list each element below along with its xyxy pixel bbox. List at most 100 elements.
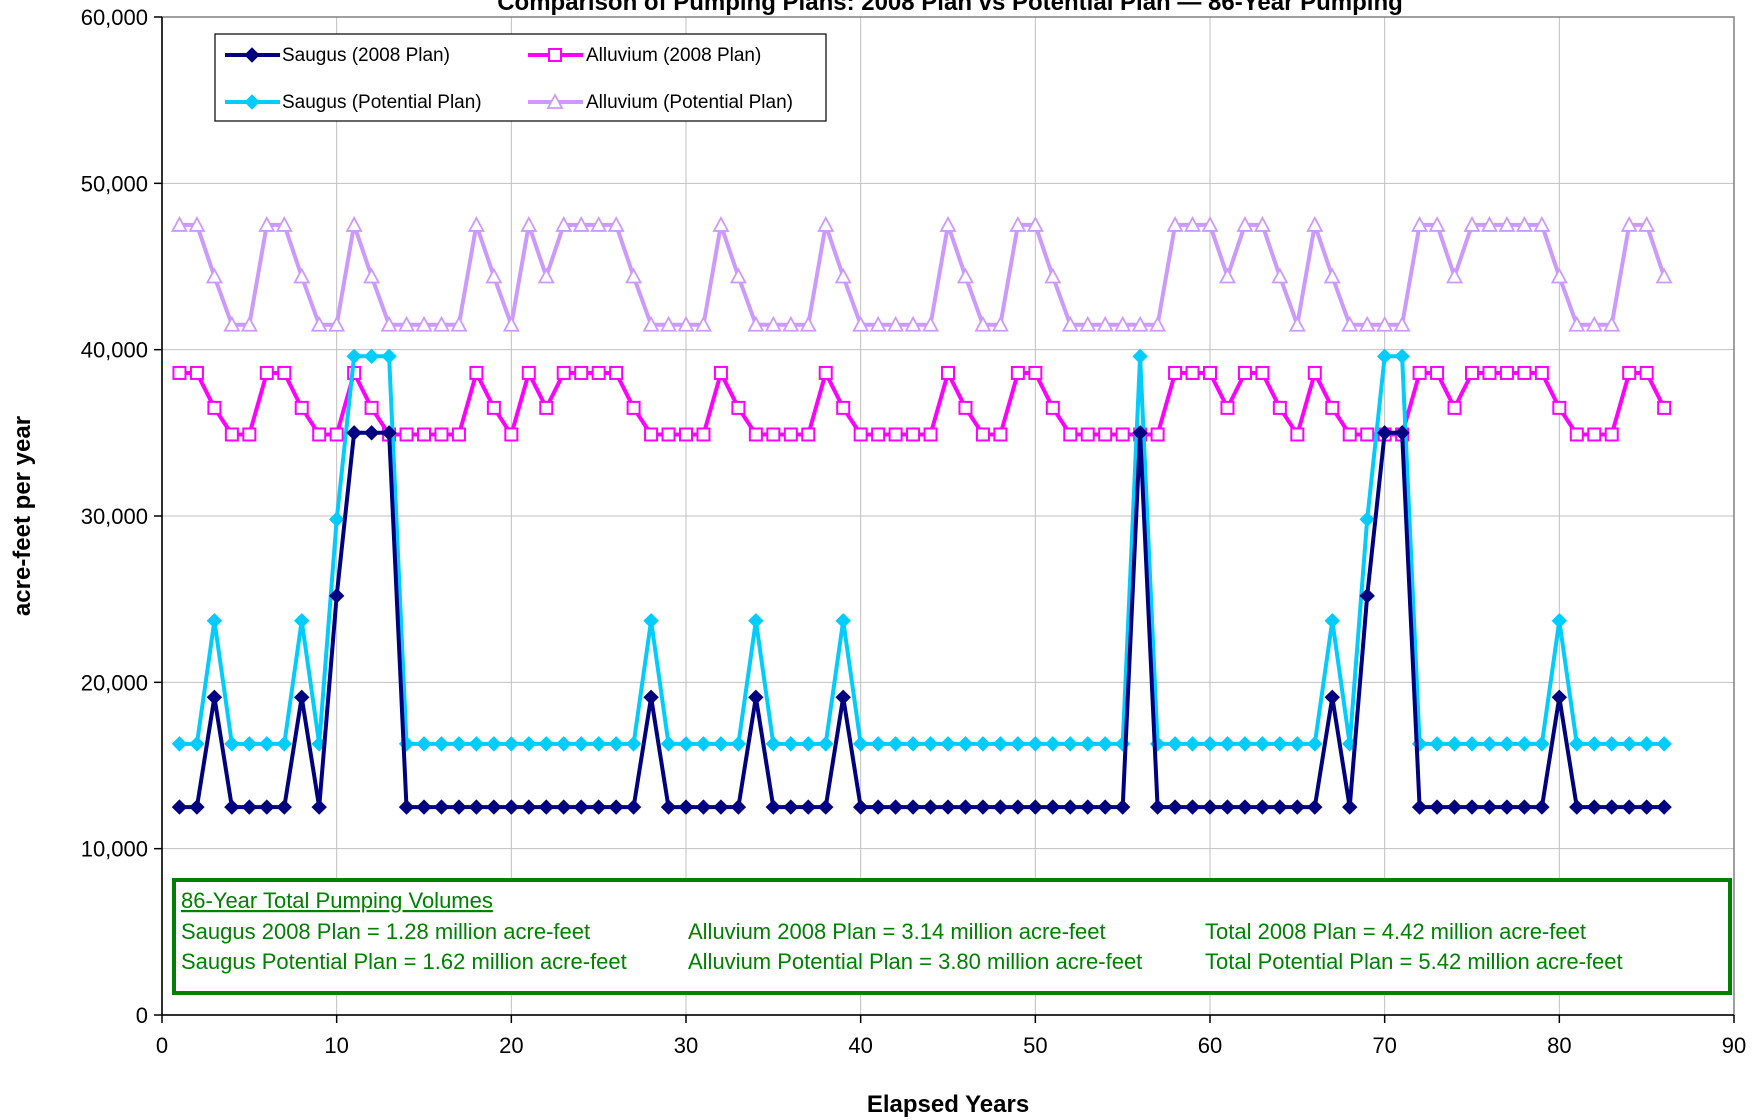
data-point-alluvium-potential — [1306, 216, 1324, 232]
data-point-alluvium-potential — [258, 216, 276, 232]
data-point-saugus-potential — [835, 613, 851, 629]
data-point-alluvium-2008 — [1325, 400, 1340, 415]
data-point-saugus-potential — [748, 613, 764, 629]
data-point-alluvium-potential — [590, 216, 608, 232]
data-point-saugus-2008 — [940, 799, 956, 815]
data-point-saugus-2008 — [887, 799, 904, 815]
legend-entry-saugus-2008: Saugus (2008 Plan) — [225, 45, 450, 66]
data-point-alluvium-2008 — [329, 427, 344, 442]
legend-label-alluvium-2008: Alluvium (2008 Plan) — [586, 45, 761, 66]
legend: Saugus (2008 Plan) Alluvium (2008 Plan) … — [214, 33, 827, 122]
data-point-alluvium-2008 — [207, 400, 222, 415]
data-point-saugus-potential — [1499, 736, 1515, 752]
data-point-saugus-2008 — [1446, 799, 1463, 815]
data-point-saugus-2008 — [1359, 588, 1375, 604]
data-point-alluvium-potential — [572, 216, 590, 232]
legend-marker-alluvium-potential — [546, 93, 564, 109]
annotation-title: 86-Year Total Pumping Volumes — [181, 888, 493, 913]
x-tick-label: 30 — [674, 1033, 698, 1058]
data-point-saugus-2008 — [328, 588, 345, 604]
data-point-alluvium-potential — [380, 315, 398, 332]
data-point-saugus-potential — [800, 736, 816, 752]
data-point-alluvium-2008 — [434, 427, 449, 442]
data-point-alluvium-potential — [694, 315, 712, 332]
data-point-alluvium-potential — [467, 216, 485, 232]
data-point-saugus-potential — [1080, 736, 1096, 752]
data-point-alluvium-potential — [764, 315, 782, 332]
data-point-saugus-potential — [259, 736, 275, 752]
y-axis: 0 10,000 20,000 30,000 40,000 50,000 60,000 — [81, 5, 163, 1028]
data-point-alluvium-potential — [834, 267, 852, 284]
data-point-saugus-2008 — [1604, 799, 1620, 815]
legend-entry-alluvium-potential: Alluvium (Potential Plan) — [528, 92, 793, 113]
data-point-saugus-potential — [783, 736, 799, 752]
series-alluvium-potential — [170, 216, 1673, 332]
data-point-alluvium-potential — [415, 315, 433, 332]
data-point-saugus-2008 — [1621, 799, 1637, 815]
data-point-saugus-potential — [1324, 613, 1340, 629]
data-point-saugus-2008 — [398, 799, 415, 815]
data-point-saugus-2008 — [1324, 689, 1340, 706]
data-point-saugus-potential — [556, 736, 572, 752]
total-volumes-annotation: 86-Year Total Pumping Volumes Saugus 200… — [172, 878, 1732, 995]
data-point-alluvium-2008 — [853, 427, 868, 442]
y-tick-label: 60,000 — [81, 5, 148, 30]
data-point-saugus-potential — [294, 613, 310, 629]
data-point-alluvium-potential — [310, 315, 328, 332]
series-alluvium-2008 — [172, 365, 1672, 442]
data-point-alluvium-potential — [607, 216, 625, 232]
data-point-alluvium-2008 — [1168, 365, 1183, 380]
data-point-saugus-2008 — [1289, 799, 1306, 815]
data-point-saugus-2008 — [311, 799, 327, 815]
data-point-saugus-2008 — [800, 799, 816, 815]
data-point-saugus-2008 — [1464, 799, 1480, 815]
legend-marker-saugus-2008 — [244, 47, 260, 63]
data-point-alluvium-potential — [1393, 315, 1411, 332]
data-point-alluvium-potential — [1376, 315, 1394, 332]
data-point-alluvium-2008 — [1098, 427, 1113, 442]
x-tick-label: 40 — [848, 1033, 872, 1058]
data-point-saugus-2008 — [1132, 425, 1148, 441]
data-point-saugus-2008 — [1114, 799, 1131, 815]
data-point-saugus-potential — [1202, 736, 1218, 752]
data-point-saugus-potential — [346, 348, 362, 365]
y-tick-label: 30,000 — [81, 504, 148, 529]
data-point-saugus-potential — [1569, 736, 1585, 752]
data-point-saugus-2008 — [1394, 425, 1410, 441]
data-point-saugus-2008 — [573, 799, 589, 815]
data-point-saugus-2008 — [1638, 799, 1655, 815]
data-point-saugus-potential — [1219, 736, 1236, 752]
data-point-alluvium-2008 — [1517, 365, 1532, 380]
data-point-alluvium-potential — [1061, 315, 1079, 332]
data-point-alluvium-potential — [625, 267, 643, 284]
data-point-alluvium-2008 — [172, 365, 187, 380]
annotation-alluvium-2008: Alluvium 2008 Plan = 3.14 million acre-f… — [688, 919, 1106, 944]
data-point-alluvium-potential — [747, 315, 765, 332]
data-point-alluvium-2008 — [1412, 365, 1427, 380]
data-point-saugus-2008 — [381, 425, 397, 441]
data-point-saugus-potential — [730, 736, 747, 752]
data-point-saugus-potential — [416, 736, 432, 752]
data-point-alluvium-2008 — [1010, 365, 1025, 380]
data-point-alluvium-2008 — [539, 400, 554, 415]
data-point-alluvium-2008 — [871, 427, 886, 442]
x-tick-label: 60 — [1198, 1033, 1222, 1058]
data-point-alluvium-potential — [1149, 315, 1167, 332]
data-point-saugus-potential — [381, 348, 397, 365]
data-point-saugus-2008 — [818, 799, 834, 815]
data-point-saugus-2008 — [1254, 799, 1271, 815]
data-point-alluvium-potential — [450, 315, 468, 332]
data-point-alluvium-potential — [328, 315, 346, 332]
data-point-alluvium-2008 — [1063, 427, 1078, 442]
data-point-saugus-2008 — [1202, 799, 1218, 815]
legend-box — [214, 33, 827, 122]
data-point-alluvium-potential — [275, 216, 293, 232]
data-point-alluvium-2008 — [679, 427, 693, 442]
data-point-saugus-2008 — [852, 799, 869, 815]
data-point-alluvium-potential — [398, 315, 416, 332]
data-point-alluvium-potential — [956, 267, 974, 284]
data-point-alluvium-potential — [1184, 216, 1202, 232]
data-point-alluvium-potential — [1044, 267, 1062, 284]
data-point-alluvium-2008 — [626, 400, 641, 415]
